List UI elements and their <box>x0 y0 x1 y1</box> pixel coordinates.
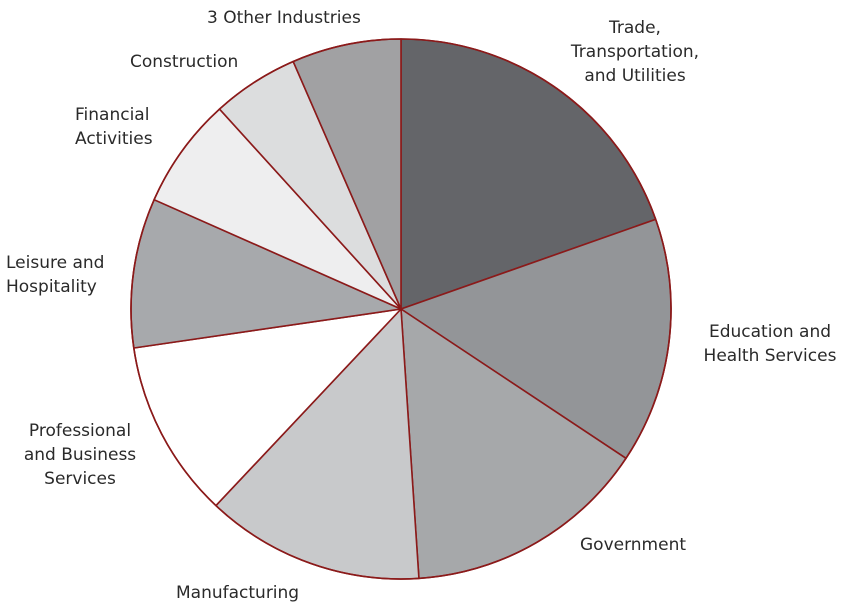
slice-label-construction: Construction <box>130 52 239 72</box>
slice-label-professional: Professional and Business Services <box>23 421 137 489</box>
slice-label-leisure: Leisure and Hospitality <box>6 253 105 297</box>
slice-label-financial: Financial Activities <box>75 105 153 149</box>
slice-label-trade: Trade, Transportation, and Utilities <box>570 18 700 86</box>
slice-label-manufacturing: Manufacturing <box>176 583 300 603</box>
slice-label-education: Education and Health Services <box>703 322 837 366</box>
slice-label-government: Government <box>580 535 687 555</box>
slice-label-other: 3 Other Industries <box>207 8 361 28</box>
pie-outline <box>130 38 672 580</box>
